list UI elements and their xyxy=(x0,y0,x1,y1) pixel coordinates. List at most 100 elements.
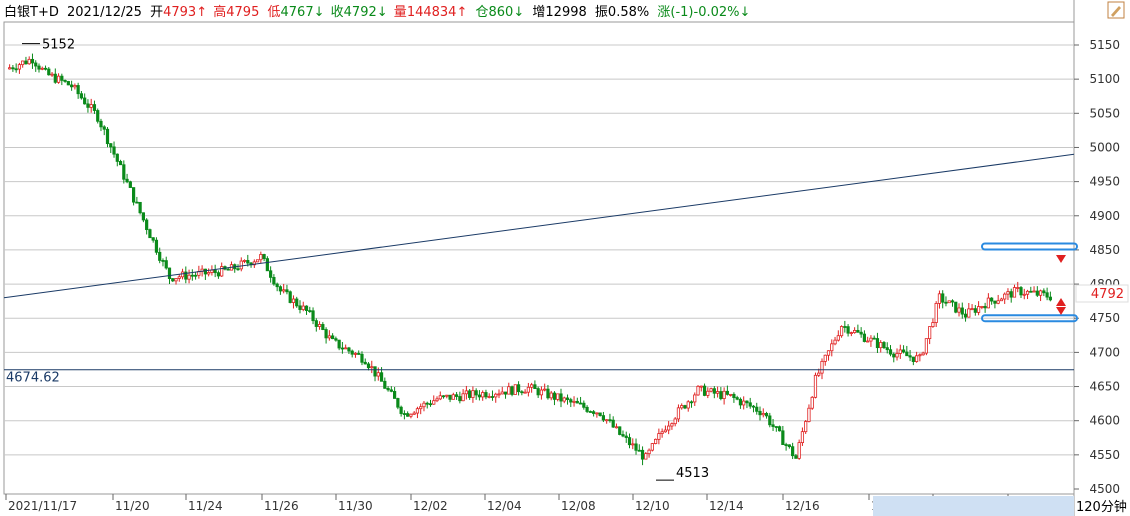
candle-body xyxy=(47,68,51,76)
candle-body xyxy=(738,398,743,406)
x-tick-label: 11/30 xyxy=(338,499,373,513)
candle-body xyxy=(246,260,250,264)
candle-body xyxy=(14,68,18,71)
candle-body xyxy=(725,390,729,395)
candle-body xyxy=(285,289,289,293)
candle-body xyxy=(510,386,514,395)
candle-body xyxy=(291,298,296,303)
candle-body xyxy=(30,58,35,64)
candle-body xyxy=(605,419,609,422)
candle-body xyxy=(275,283,279,288)
candle-body xyxy=(742,400,746,406)
candle-body xyxy=(412,412,416,415)
candle-body xyxy=(334,338,338,341)
candle-body xyxy=(360,353,364,363)
candle-body xyxy=(213,269,217,274)
change-pct-value: -0.02% xyxy=(694,5,740,20)
candle-body xyxy=(118,161,123,166)
candle-body xyxy=(706,390,710,396)
candle-body xyxy=(288,291,292,303)
candle-body xyxy=(774,426,778,428)
candle-body xyxy=(177,276,181,279)
candle-body xyxy=(611,419,615,428)
candle-body xyxy=(836,335,840,341)
candle-body xyxy=(954,301,958,313)
candle-body xyxy=(484,392,488,398)
candle-body xyxy=(856,329,860,333)
candle-body xyxy=(92,104,97,111)
candle-body xyxy=(357,353,361,355)
y-tick-label: 5100 xyxy=(1089,72,1120,86)
candle-body xyxy=(500,391,504,395)
candle-body xyxy=(471,390,475,398)
candle-body xyxy=(950,300,955,303)
candle-body xyxy=(683,405,687,409)
candle-body xyxy=(885,347,889,351)
candle-body xyxy=(800,431,805,444)
candle-body xyxy=(125,178,129,183)
current-price-value: 4792 xyxy=(1091,287,1124,302)
candle-body xyxy=(1035,290,1039,296)
candle-body xyxy=(259,254,263,261)
candle-body xyxy=(562,397,566,402)
candle-body xyxy=(833,339,837,345)
candle-body xyxy=(24,60,28,65)
candle-body xyxy=(588,411,592,413)
candle-body xyxy=(967,308,971,318)
candle-body xyxy=(164,260,168,269)
candle-body xyxy=(207,272,211,275)
candle-body xyxy=(911,356,915,362)
candle-body xyxy=(56,75,61,83)
candle-body xyxy=(76,85,80,95)
candle-body xyxy=(448,394,452,400)
period-label[interactable]: 120分钟 xyxy=(1076,499,1127,515)
candle-body xyxy=(810,396,814,409)
candle-body xyxy=(601,415,606,421)
candle-body xyxy=(794,455,798,459)
candle-body xyxy=(269,270,273,278)
low-value: 4767 xyxy=(281,5,314,20)
candle-body xyxy=(791,446,795,457)
candle-body xyxy=(869,337,873,342)
candle-body xyxy=(941,293,945,303)
candle-body xyxy=(647,449,651,455)
candle-body xyxy=(569,399,573,403)
candle-body xyxy=(663,429,667,433)
candle-body xyxy=(963,313,968,318)
candle-body xyxy=(141,212,145,221)
settings-icon[interactable] xyxy=(1107,1,1125,19)
candle-body xyxy=(102,126,106,130)
candle-body xyxy=(944,301,948,304)
candle-body xyxy=(559,393,563,402)
candle-body xyxy=(996,300,1000,304)
candle-body xyxy=(406,413,410,417)
candle-body xyxy=(804,421,808,433)
candle-body xyxy=(435,398,439,402)
candle-body xyxy=(787,444,791,448)
candle-body xyxy=(872,337,876,340)
candle-body xyxy=(578,402,583,405)
candle-body xyxy=(115,153,119,162)
candle-body xyxy=(454,394,459,397)
candle-body xyxy=(347,347,351,352)
candle-body xyxy=(627,437,632,446)
candle-body xyxy=(748,402,752,407)
candle-body xyxy=(415,408,420,414)
candle-body xyxy=(990,297,994,302)
candle-body xyxy=(11,67,15,70)
candle-body xyxy=(386,387,390,391)
candle-body xyxy=(634,443,638,451)
x-axis-highlight xyxy=(873,496,1074,516)
candle-body xyxy=(715,391,720,394)
candle-body xyxy=(441,395,446,398)
candle-body xyxy=(826,350,831,356)
candle-body xyxy=(556,393,560,400)
candle-body xyxy=(432,400,436,405)
candle-body xyxy=(530,384,534,388)
candle-body xyxy=(1029,290,1033,293)
candle-body xyxy=(327,335,331,339)
candle-body xyxy=(676,407,681,420)
candle-body xyxy=(203,268,207,275)
candle-body xyxy=(402,413,406,415)
